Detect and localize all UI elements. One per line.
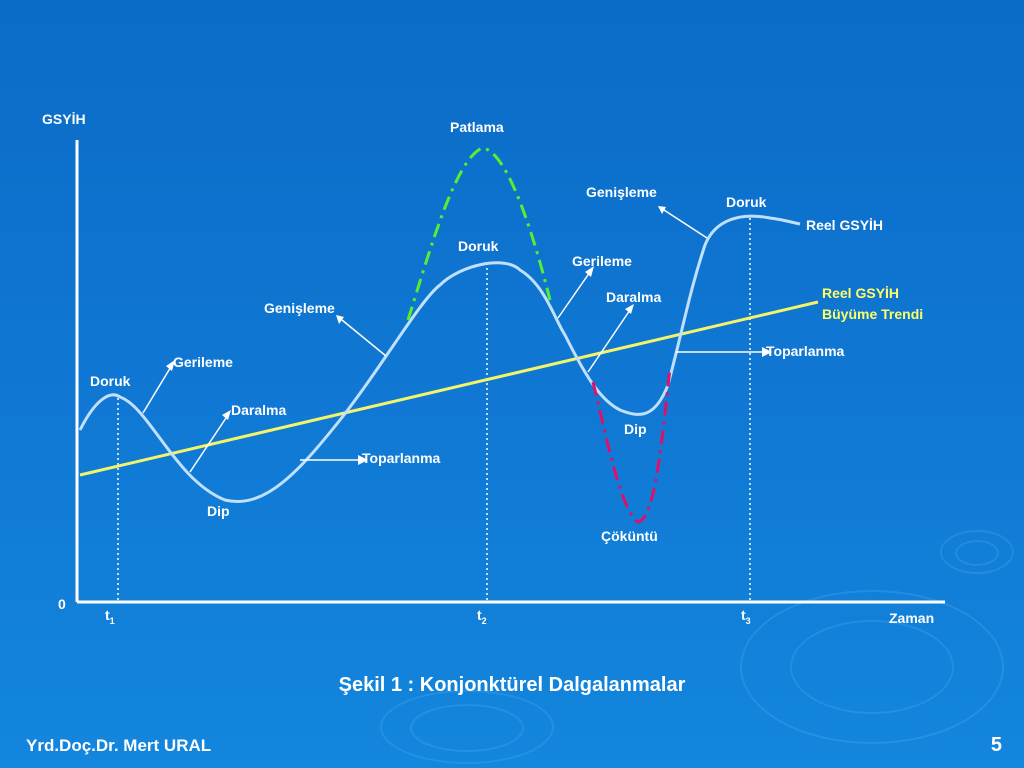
tick-t2: t2 xyxy=(477,607,487,626)
expansion1-label: Genişleme xyxy=(264,300,335,316)
tick-t3: t3 xyxy=(741,607,751,626)
peak2-label: Doruk xyxy=(458,238,499,254)
recession2-label: Gerileme xyxy=(572,253,632,269)
growth-trend-line xyxy=(79,300,819,477)
recovery1-label: Toparlanma xyxy=(362,450,441,466)
trough2-label: Dip xyxy=(624,421,647,437)
crash-curve xyxy=(591,367,672,524)
ripple-decoration xyxy=(790,620,954,714)
tick-t1: t1 xyxy=(105,607,115,626)
recovery2-label: Toparlanma xyxy=(766,343,845,359)
recession1-label: Gerileme xyxy=(173,354,233,370)
peak1-label: Doruk xyxy=(90,373,131,389)
trend-label-line1: Reel GSYİH xyxy=(822,285,899,301)
ripple-decoration xyxy=(380,690,554,764)
figure-caption: Şekil 1 : Konjonktürel Dalgalanmalar xyxy=(338,674,686,696)
boom-curve xyxy=(406,146,552,321)
ripple-decoration xyxy=(940,530,1014,574)
contraction1-label: Daralma xyxy=(231,402,286,418)
callout-lines xyxy=(142,209,766,473)
callout-arrowheads xyxy=(166,206,772,465)
real-gdp-curve xyxy=(78,214,801,503)
ripple-decoration xyxy=(410,704,524,752)
origin-label: 0 xyxy=(58,596,66,612)
author-footer: Yrd.Doç.Dr. Mert URAL xyxy=(26,736,212,755)
boom-label: Patlama xyxy=(450,119,504,135)
peak3-label: Doruk xyxy=(726,194,767,210)
x-axis-label: Zaman xyxy=(889,610,934,626)
crash-label: Çöküntü xyxy=(601,528,658,544)
trend-label-line2: Büyüme Trendi xyxy=(822,306,923,322)
contraction2-label: Daralma xyxy=(606,289,661,305)
expansion2-label: Genişleme xyxy=(586,184,657,200)
page-number: 5 xyxy=(990,734,1002,756)
ripple-decoration xyxy=(740,590,1004,744)
y-axis-label: GSYİH xyxy=(42,111,86,127)
trough1-label: Dip xyxy=(207,503,230,519)
real-gdp-label: Reel GSYİH xyxy=(806,217,883,233)
ripple-decoration xyxy=(955,540,999,566)
